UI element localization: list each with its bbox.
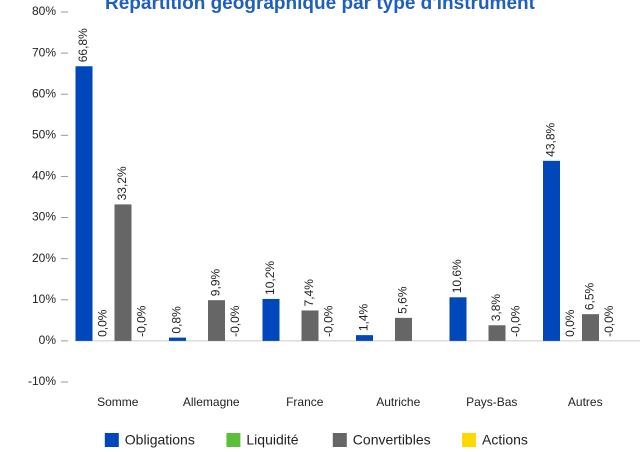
y-tick-label: 40% <box>32 169 56 183</box>
chart-title: Répartition géographique par type d'inst… <box>105 0 536 14</box>
legend-label: Liquidité <box>246 432 298 448</box>
bar <box>449 297 467 341</box>
legend-label: Actions <box>482 432 528 448</box>
x-tick-label: Somme <box>97 395 139 409</box>
y-tick-label: 30% <box>32 210 56 224</box>
bar <box>395 317 412 341</box>
x-tick-label: Pays-Bas <box>466 395 517 409</box>
y-tick-label: 20% <box>32 251 56 265</box>
legend-swatch <box>226 433 241 447</box>
value-label: -0,0% <box>602 305 616 337</box>
legend-label: Obligations <box>125 432 195 448</box>
bar <box>582 314 599 341</box>
legend-swatch <box>332 433 347 447</box>
y-tick-label: 60% <box>32 86 56 100</box>
value-label: 5,6% <box>396 286 410 314</box>
legend-swatch <box>104 433 119 447</box>
value-label: 9,9% <box>209 269 223 297</box>
value-label: 7,4% <box>302 279 316 307</box>
bar <box>208 300 225 341</box>
value-label: 33,2% <box>115 166 129 200</box>
y-tick-label: 80% <box>32 4 56 18</box>
value-label: 10,2% <box>263 261 277 295</box>
y-tick-label: 10% <box>32 292 56 306</box>
value-label: -0,0% <box>509 305 523 337</box>
bar <box>356 335 373 341</box>
value-label: 66,8% <box>76 28 90 62</box>
bar <box>301 310 319 341</box>
bar <box>114 204 132 341</box>
value-label: 1,4% <box>357 303 371 331</box>
y-tick-label: -10% <box>28 374 56 388</box>
x-tick-label: Autres <box>568 395 603 409</box>
x-tick-label: Allemagne <box>183 395 240 409</box>
legend-swatch <box>462 433 476 447</box>
x-tick-label: Autriche <box>376 395 420 409</box>
y-tick-label: 50% <box>32 128 56 142</box>
bar <box>169 337 186 341</box>
value-label: 0,0% <box>563 309 577 337</box>
value-label: 10,6% <box>450 259 464 293</box>
bar <box>488 325 506 341</box>
x-tick-label: France <box>286 395 324 409</box>
value-label: 0,8% <box>170 306 184 334</box>
y-tick-label: 0% <box>39 333 57 347</box>
value-label: -0,0% <box>228 305 242 337</box>
value-label: 0,0% <box>96 309 110 337</box>
value-label: 3,8% <box>489 294 503 322</box>
value-label: 6,5% <box>583 282 597 310</box>
bar <box>543 160 560 341</box>
value-label: 43,8% <box>544 122 558 156</box>
y-tick-label: 70% <box>32 45 56 59</box>
value-label: -0,0% <box>322 305 336 337</box>
bar <box>262 298 280 341</box>
bar <box>75 66 93 341</box>
value-label: -0,0% <box>135 305 149 337</box>
legend-label: Convertibles <box>353 432 431 448</box>
